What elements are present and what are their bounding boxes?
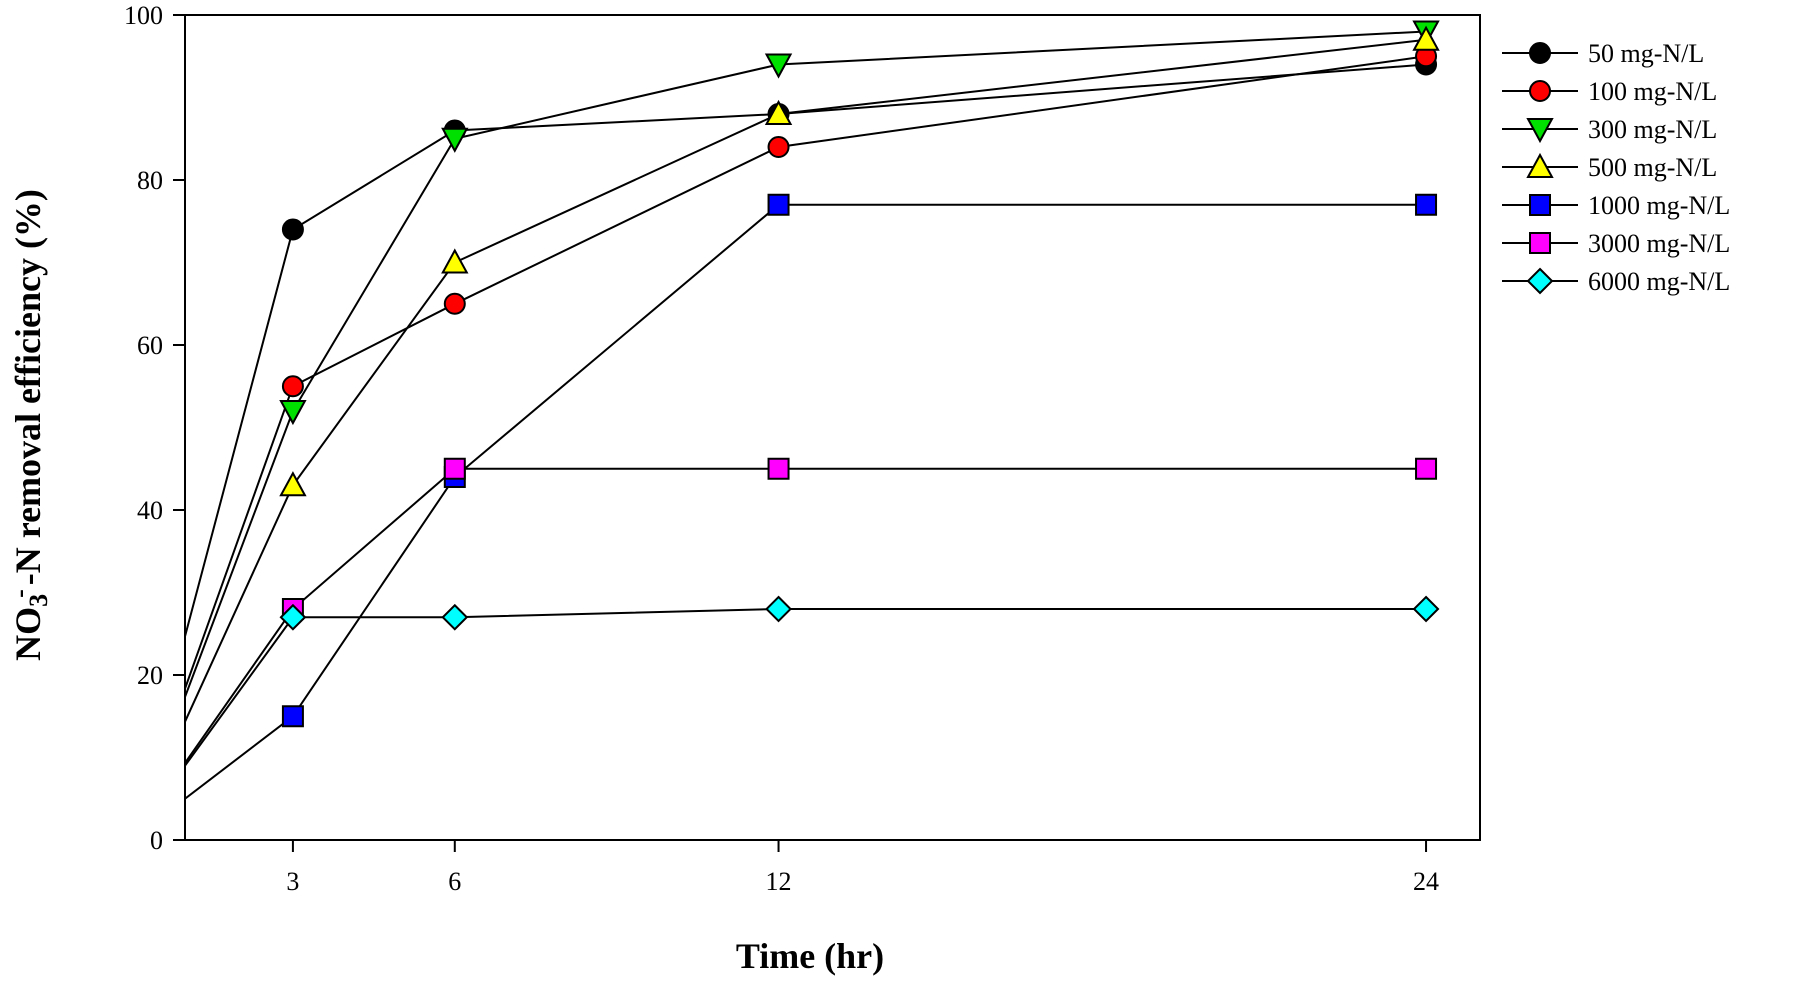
series-line-100-mg-n-l — [185, 55, 1427, 692]
y-tick-label: 40 — [137, 496, 163, 525]
y-tick-label: 60 — [137, 331, 163, 360]
data-point-6000-mg-n-l — [1412, 595, 1440, 623]
legend-item-50-mg-n-l: 50 mg-N/L — [1502, 39, 1704, 68]
x-tick-label: 12 — [766, 867, 792, 896]
legend-label: 1000 mg-N/L — [1588, 191, 1730, 220]
legend-label: 100 mg-N/L — [1588, 77, 1717, 106]
data-point-100-mg-n-l — [443, 292, 466, 315]
y-tick-label: 20 — [137, 661, 163, 690]
legend-label: 50 mg-N/L — [1588, 39, 1704, 68]
data-point-500-mg-n-l — [1412, 25, 1440, 51]
legend-marker — [1529, 194, 1551, 216]
data-point-500-mg-n-l — [279, 471, 307, 497]
y-axis-title-subscript: 3 — [24, 594, 53, 607]
y-tick-label: 100 — [124, 1, 163, 30]
data-point-3000-mg-n-l — [767, 457, 790, 480]
y-tick-label: 80 — [137, 166, 163, 195]
series-line-1000-mg-n-l — [185, 203, 1426, 800]
x-tick-label: 24 — [1413, 867, 1439, 896]
legend-marker — [1526, 267, 1554, 295]
y-axis-title-rest: -N removal efficiency (%) — [8, 189, 48, 585]
data-point-500-mg-n-l — [441, 248, 469, 274]
series-line-3000-mg-n-l — [185, 467, 1426, 765]
legend-item-300-mg-n-l: 300 mg-N/L — [1502, 115, 1717, 144]
legend-item-3000-mg-n-l: 3000 mg-N/L — [1502, 229, 1730, 258]
legend-item-100-mg-n-l: 100 mg-N/L — [1502, 77, 1717, 106]
data-point-100-mg-n-l — [767, 136, 790, 158]
data-point-1000-mg-n-l — [767, 193, 790, 216]
plot-frame — [184, 14, 1481, 841]
data-point-500-mg-n-l — [764, 99, 793, 125]
legend-label: 500 mg-N/L — [1588, 153, 1717, 182]
x-tick-label: 6 — [448, 867, 461, 896]
y-tick-label: 0 — [150, 826, 163, 855]
legend-marker — [1526, 152, 1554, 178]
data-point-300-mg-n-l — [441, 127, 469, 153]
series-line-500-mg-n-l — [185, 38, 1427, 725]
legend-item-1000-mg-n-l: 1000 mg-N/L — [1502, 191, 1730, 220]
data-point-50-mg-n-l — [281, 218, 304, 241]
legend: 50 mg-N/L 100 mg-N/L 300 mg-N/L 500 mg-N/L 1… — [1502, 39, 1730, 296]
data-point-300-mg-n-l — [279, 400, 307, 426]
x-tick-label: 3 — [286, 867, 299, 896]
data-point-100-mg-n-l — [281, 375, 304, 398]
data-point-300-mg-n-l — [764, 53, 793, 79]
data-markers — [279, 20, 1440, 728]
data-point-6000-mg-n-l — [279, 603, 307, 631]
data-point-6000-mg-n-l — [765, 595, 792, 623]
axes: 0 20 40 60 80 100 3 6 12 24 — [124, 1, 1481, 896]
data-point-1000-mg-n-l — [1415, 193, 1438, 216]
data-point-6000-mg-n-l — [441, 603, 469, 631]
series-line-6000-mg-n-l — [185, 608, 1426, 768]
y-axis-title: NO3- -N removal efficiency (%) — [5, 189, 52, 661]
legend-marker — [1526, 118, 1554, 144]
legend-marker — [1529, 232, 1551, 254]
legend-label: 3000 mg-N/L — [1588, 229, 1730, 258]
data-point-3000-mg-n-l — [443, 457, 466, 480]
legend-item-6000-mg-n-l: 6000 mg-N/L — [1502, 267, 1730, 296]
x-axis-title: Time (hr) — [736, 936, 884, 976]
legend-item-500-mg-n-l: 500 mg-N/L — [1502, 152, 1717, 182]
series-line-50-mg-n-l — [185, 63, 1427, 641]
legend-marker — [1529, 42, 1551, 64]
y-axis-title-superscript: - — [5, 589, 34, 598]
legend-label: 6000 mg-N/L — [1588, 267, 1730, 296]
data-point-1000-mg-n-l — [281, 705, 304, 728]
y-axis-title-main: NO — [8, 607, 48, 661]
data-point-3000-mg-n-l — [1415, 457, 1438, 480]
legend-marker — [1529, 80, 1551, 102]
legend-label: 300 mg-N/L — [1588, 115, 1717, 144]
